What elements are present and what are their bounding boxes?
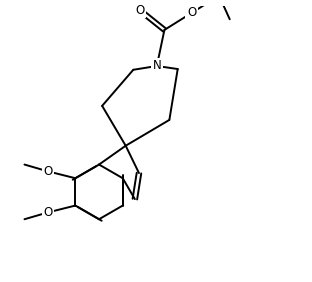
Text: O: O <box>187 6 196 19</box>
Text: O: O <box>43 206 53 219</box>
Text: O: O <box>43 165 53 178</box>
Text: N: N <box>153 60 161 72</box>
Text: O: O <box>135 4 144 17</box>
